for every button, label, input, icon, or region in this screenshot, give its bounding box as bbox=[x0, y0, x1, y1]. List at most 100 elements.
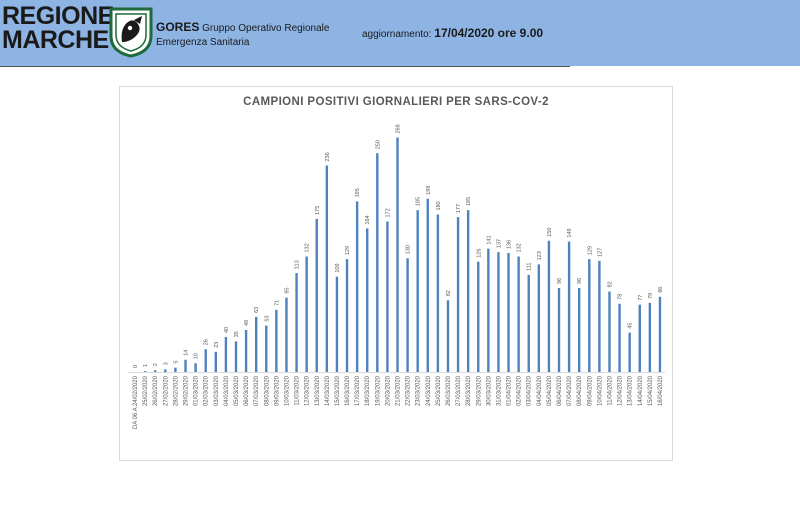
value-label-25: 172 bbox=[385, 208, 391, 217]
value-label-42: 96 bbox=[557, 278, 563, 284]
tick-label-41: 05/04/2020 bbox=[547, 375, 553, 406]
header-divider bbox=[0, 66, 570, 67]
tick-label-4: 28/02/2020 bbox=[173, 375, 179, 406]
bar-43 bbox=[567, 241, 571, 373]
bar-14 bbox=[275, 309, 278, 373]
tick-label-26: 21/03/2020 bbox=[396, 375, 402, 406]
org-name: GORES bbox=[156, 20, 200, 34]
tick-label-36: 31/03/2020 bbox=[496, 375, 502, 406]
bars-group bbox=[143, 137, 662, 373]
value-label-14: 71 bbox=[274, 300, 280, 306]
tick-label-9: 04/03/2020 bbox=[224, 375, 230, 406]
bar-41 bbox=[547, 240, 551, 372]
bar-15 bbox=[285, 297, 288, 373]
bar-10 bbox=[234, 341, 238, 373]
tick-label-46: 10/04/2020 bbox=[597, 375, 603, 406]
tick-label-24: 19/03/2020 bbox=[375, 375, 381, 406]
value-label-31: 82 bbox=[446, 290, 452, 296]
bar-48 bbox=[618, 303, 621, 372]
value-label-46: 127 bbox=[597, 248, 603, 257]
bar-13 bbox=[265, 325, 268, 373]
tick-label-48: 12/04/2020 bbox=[618, 375, 624, 406]
bar-47 bbox=[608, 291, 611, 372]
bar-52 bbox=[658, 296, 662, 372]
bar-26 bbox=[396, 137, 399, 372]
value-label-52: 86 bbox=[658, 287, 664, 293]
value-label-26: 268 bbox=[396, 124, 402, 133]
bar-11 bbox=[244, 330, 248, 372]
tick-label-5: 29/02/2020 bbox=[184, 375, 190, 406]
tick-label-0: DA 06 A 24/02/2020 bbox=[133, 375, 139, 429]
tick-label-27: 22/03/2020 bbox=[406, 375, 412, 406]
tick-label-34: 29/03/2020 bbox=[476, 375, 482, 406]
value-label-48: 78 bbox=[618, 294, 624, 300]
value-label-1: 1 bbox=[143, 364, 149, 367]
value-label-15: 85 bbox=[284, 288, 290, 294]
tick-label-11: 06/03/2020 bbox=[244, 375, 250, 406]
value-label-49: 45 bbox=[628, 323, 634, 329]
tick-label-1: 25/02/2020 bbox=[143, 375, 149, 406]
tick-label-30: 25/03/2020 bbox=[436, 375, 442, 406]
bar-32 bbox=[456, 217, 460, 373]
tick-label-35: 30/03/2020 bbox=[486, 375, 492, 406]
chart-title: CAMPIONI POSITIVI GIORNALIERI PER SARS-C… bbox=[243, 96, 549, 108]
bar-3 bbox=[164, 369, 167, 373]
value-label-16: 113 bbox=[295, 260, 301, 269]
value-label-37: 136 bbox=[507, 240, 513, 249]
bar-29 bbox=[426, 198, 429, 372]
tick-label-2: 26/02/2020 bbox=[153, 375, 159, 406]
tick-label-25: 20/03/2020 bbox=[385, 375, 391, 406]
value-label-29: 198 bbox=[426, 186, 432, 195]
value-label-10: 35 bbox=[234, 331, 240, 337]
tick-label-7: 02/03/2020 bbox=[204, 375, 210, 406]
bar-1 bbox=[143, 371, 147, 373]
tick-label-22: 17/03/2020 bbox=[355, 375, 361, 406]
value-label-23: 164 bbox=[365, 215, 371, 224]
value-label-9: 40 bbox=[224, 327, 230, 333]
bar-37 bbox=[507, 253, 510, 372]
bar-23 bbox=[366, 228, 369, 372]
tick-label-50: 14/04/2020 bbox=[638, 375, 644, 406]
value-label-39: 111 bbox=[527, 263, 533, 271]
tick-label-47: 11/04/2020 bbox=[607, 375, 613, 405]
value-label-4: 5 bbox=[173, 361, 179, 364]
tick-label-18: 13/03/2020 bbox=[315, 375, 321, 406]
value-label-22: 195 bbox=[355, 188, 361, 197]
value-label-20: 109 bbox=[335, 263, 341, 272]
tick-label-20: 15/03/2020 bbox=[335, 375, 341, 406]
tick-label-49: 13/04/2020 bbox=[628, 375, 634, 406]
bar-35 bbox=[487, 248, 490, 373]
tick-label-52: 16/04/2020 bbox=[658, 375, 664, 406]
value-label-41: 150 bbox=[547, 228, 553, 237]
daily-positives-chart: CAMPIONI POSITIVI GIORNALIERI PER SARS-C… bbox=[128, 96, 665, 429]
value-label-3: 3 bbox=[163, 362, 169, 365]
tick-label-13: 08/03/2020 bbox=[264, 375, 270, 406]
value-label-51: 79 bbox=[648, 293, 654, 299]
regione-marche-logo: REGIONE MARCHE bbox=[2, 2, 114, 53]
value-label-7: 26 bbox=[204, 339, 210, 345]
bar-36 bbox=[497, 252, 500, 373]
value-label-47: 92 bbox=[607, 281, 613, 287]
tick-label-15: 10/03/2020 bbox=[284, 375, 290, 406]
bar-40 bbox=[537, 264, 541, 373]
bar-46 bbox=[598, 260, 601, 373]
tick-label-6: 01/03/2020 bbox=[194, 375, 200, 406]
value-label-21: 129 bbox=[345, 246, 351, 255]
logo-line-1: REGIONE bbox=[2, 2, 114, 30]
tick-label-42: 06/04/2020 bbox=[557, 375, 563, 406]
bar-6 bbox=[194, 363, 197, 372]
bar-30 bbox=[436, 214, 440, 372]
bar-24 bbox=[376, 153, 379, 372]
tick-label-3: 27/02/2020 bbox=[163, 375, 169, 406]
bar-20 bbox=[335, 276, 339, 373]
bar-51 bbox=[648, 302, 652, 373]
bar-49 bbox=[628, 332, 631, 373]
header-band: REGIONE MARCHE GORES Gruppo Operativo Re… bbox=[0, 0, 800, 66]
value-label-12: 63 bbox=[254, 307, 260, 313]
tick-label-45: 09/04/2020 bbox=[587, 375, 593, 406]
tick-label-10: 05/03/2020 bbox=[234, 375, 240, 406]
tick-label-40: 04/04/2020 bbox=[537, 375, 543, 406]
tick-label-37: 01/04/2020 bbox=[507, 375, 513, 406]
value-label-33: 185 bbox=[466, 197, 472, 206]
